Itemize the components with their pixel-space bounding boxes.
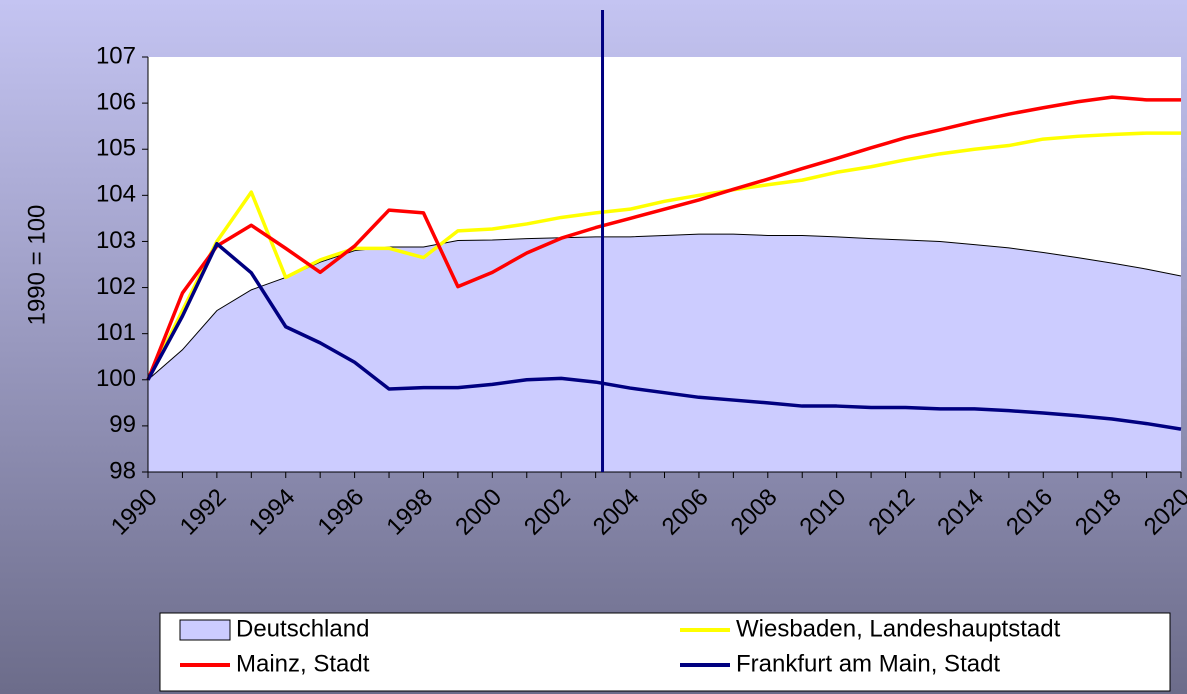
line: [146, 131, 1181, 381]
legend-label: Mainz, Stadt: [236, 650, 370, 677]
legend-label: Deutschland: [236, 615, 369, 642]
y-tick-label: 105: [96, 135, 136, 162]
legend: [159, 612, 1171, 692]
y-tick-label: 104: [96, 181, 136, 208]
line: [146, 242, 1182, 431]
legend-label: Wiesbaden, Landeshauptstadt: [736, 615, 1061, 642]
y-tick-label: 98: [109, 457, 136, 484]
y-tick-label: 100: [96, 365, 136, 392]
y-tick-label: 99: [109, 411, 136, 438]
y-tick-label: 101: [96, 319, 136, 346]
legend-label: Frankfurt am Main, Stadt: [736, 650, 1000, 677]
line: [146, 95, 1181, 381]
area: [148, 234, 1181, 472]
y-tick-label: 106: [96, 88, 136, 115]
y-axis-label: 1990 = 100: [23, 205, 50, 326]
area-line: [147, 233, 1182, 381]
legend-swatch: [179, 619, 231, 641]
y-tick-label: 107: [96, 42, 136, 69]
y-tick-label: 103: [96, 227, 136, 254]
y-tick-label: 102: [96, 273, 136, 300]
